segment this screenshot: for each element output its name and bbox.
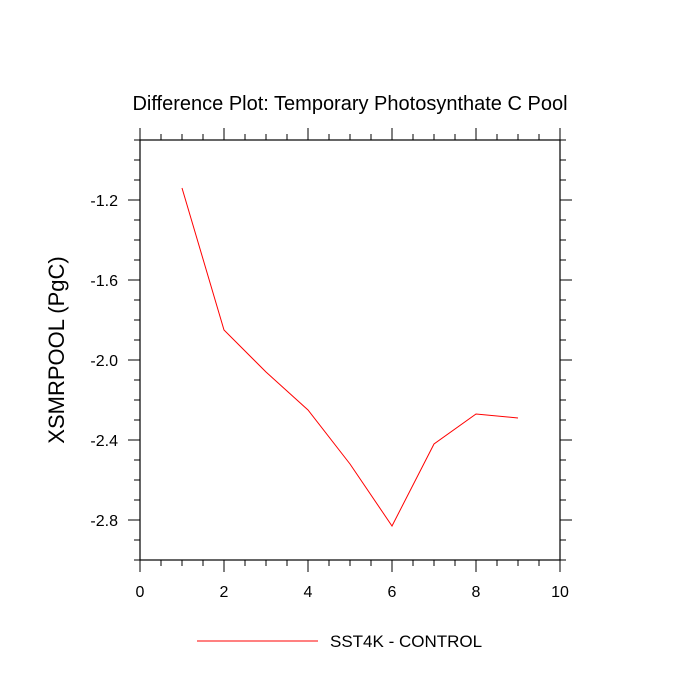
- y-tick-label: -2.4: [90, 433, 118, 450]
- x-axis-ticks: 0 2 4 6 8 10: [136, 128, 569, 601]
- x-tick-label: 10: [551, 584, 569, 601]
- y-tick-label: -1.2: [90, 193, 118, 210]
- series-layer: [181, 187, 519, 527]
- y-tick-label: -2.8: [90, 513, 118, 530]
- legend-label: SST4K - CONTROL: [330, 632, 482, 651]
- x-tick-label: 6: [388, 584, 397, 601]
- x-tick-label: 0: [136, 584, 145, 601]
- y-tick-label: -1.6: [90, 273, 118, 290]
- y-tick-label: -2.0: [90, 353, 118, 370]
- minor-ticks: [134, 134, 566, 566]
- plot-border: [139, 139, 561, 561]
- plot-frame: [139, 139, 561, 561]
- x-tick-label: 2: [220, 584, 229, 601]
- x-tick-label: 8: [472, 584, 481, 601]
- legend: SST4K - CONTROL: [197, 632, 482, 651]
- x-tick-label: 4: [304, 584, 313, 601]
- y-axis-label: XSMRPOOL (PgC): [44, 256, 69, 443]
- chart-title: Difference Plot: Temporary Photosynthate…: [132, 93, 567, 115]
- y-axis-ticks: -2.8 -2.4 -2.0 -1.6 -1.2: [90, 193, 572, 530]
- series-line-sst4k-control: [181, 187, 519, 527]
